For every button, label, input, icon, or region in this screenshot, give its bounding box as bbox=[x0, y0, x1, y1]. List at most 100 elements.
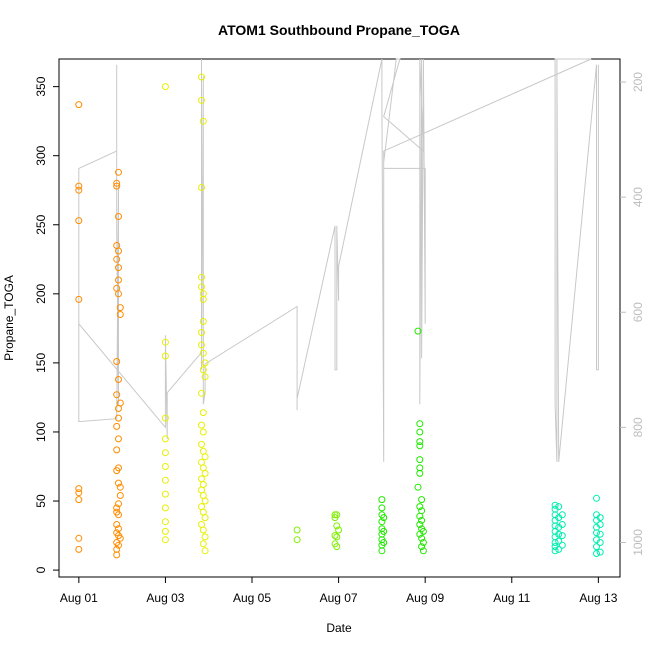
data-point bbox=[416, 456, 424, 464]
data-point bbox=[380, 539, 388, 546]
data-point bbox=[378, 518, 386, 526]
data-point bbox=[199, 117, 207, 125]
x-tick-label: Aug 05 bbox=[233, 591, 271, 605]
data-point bbox=[198, 341, 205, 349]
data-point bbox=[161, 463, 169, 470]
data-point bbox=[75, 489, 83, 497]
data-point bbox=[115, 479, 122, 487]
data-point bbox=[113, 504, 121, 512]
data-point bbox=[113, 551, 121, 559]
data-point bbox=[198, 73, 205, 81]
plot-area-frame bbox=[58, 58, 621, 578]
secondary-series-line bbox=[78, 58, 599, 462]
data-point bbox=[115, 376, 122, 383]
data-point bbox=[199, 526, 207, 534]
data-point bbox=[596, 514, 604, 522]
data-point bbox=[551, 547, 559, 555]
data-point bbox=[378, 504, 386, 512]
data-point bbox=[333, 533, 341, 541]
data-point bbox=[161, 414, 169, 422]
data-point bbox=[593, 494, 600, 502]
secondary-line-layer bbox=[78, 58, 599, 462]
data-point bbox=[115, 511, 122, 519]
data-point bbox=[199, 295, 207, 303]
data-point bbox=[75, 485, 83, 493]
data-point bbox=[293, 526, 301, 534]
data-point bbox=[198, 184, 205, 191]
data-point bbox=[551, 501, 559, 509]
data-point bbox=[558, 521, 566, 528]
data-point bbox=[115, 414, 122, 422]
data-point bbox=[198, 440, 205, 448]
data-point bbox=[199, 318, 207, 325]
data-point bbox=[75, 182, 83, 190]
data-point bbox=[75, 295, 83, 303]
data-point bbox=[199, 366, 207, 374]
data-point bbox=[113, 255, 121, 263]
data-point bbox=[418, 534, 426, 542]
y-tick-label: 0 bbox=[34, 566, 48, 573]
data-point bbox=[113, 467, 121, 475]
x-axis-label: Date bbox=[326, 621, 352, 635]
y-tick-label: 150 bbox=[34, 353, 48, 373]
y-tick-label: 100 bbox=[34, 422, 48, 442]
data-point bbox=[198, 329, 205, 336]
data-point bbox=[115, 290, 122, 298]
data-point bbox=[161, 435, 169, 443]
secondary-y-axis: 200 400 600 800 1000 bbox=[620, 72, 645, 556]
data-point bbox=[116, 311, 124, 318]
data-point bbox=[113, 358, 121, 365]
data-point bbox=[335, 526, 343, 534]
data-point bbox=[116, 534, 124, 542]
data-point bbox=[113, 422, 121, 430]
data-point bbox=[201, 533, 209, 541]
data-point bbox=[419, 539, 427, 546]
data-point bbox=[199, 349, 207, 357]
data-point bbox=[161, 449, 169, 457]
data-point bbox=[293, 536, 301, 544]
data-point bbox=[201, 547, 209, 555]
chart-title: ATOM1 Southbound Propane_TOGA bbox=[218, 22, 460, 38]
y2-tick-label: 800 bbox=[631, 417, 645, 437]
data-point bbox=[558, 541, 566, 549]
data-point bbox=[555, 530, 563, 538]
data-point bbox=[201, 469, 209, 477]
y2-tick-label: 400 bbox=[631, 187, 645, 207]
data-point bbox=[161, 527, 169, 535]
data-point bbox=[416, 521, 424, 528]
y2-tick-label: 600 bbox=[631, 302, 645, 322]
data-point bbox=[161, 518, 169, 526]
y-tick-label: 250 bbox=[34, 214, 48, 234]
data-point bbox=[416, 420, 424, 428]
data-point bbox=[201, 373, 209, 381]
y2-tick-label: 1000 bbox=[631, 529, 645, 556]
x-tick-label: Aug 01 bbox=[60, 591, 98, 605]
data-point bbox=[201, 359, 209, 367]
data-point bbox=[416, 442, 424, 450]
data-point bbox=[419, 547, 427, 555]
data-point bbox=[161, 490, 169, 498]
y2-tick-label: 200 bbox=[631, 72, 645, 92]
data-point bbox=[199, 540, 207, 548]
y-tick-label: 350 bbox=[34, 76, 48, 96]
data-point bbox=[115, 405, 122, 412]
data-point bbox=[416, 512, 424, 520]
data-point bbox=[75, 496, 83, 504]
data-point bbox=[116, 304, 124, 312]
y-tick-label: 300 bbox=[34, 145, 48, 165]
data-point bbox=[596, 539, 604, 546]
data-point bbox=[161, 476, 169, 484]
data-point bbox=[596, 548, 604, 556]
data-point bbox=[333, 543, 341, 551]
data-point bbox=[115, 500, 122, 508]
data-point bbox=[198, 421, 205, 429]
data-point bbox=[201, 497, 209, 505]
data-point bbox=[198, 273, 205, 281]
data-point bbox=[198, 389, 205, 397]
data-point bbox=[113, 391, 121, 399]
y-tick-label: 200 bbox=[34, 283, 48, 303]
data-point bbox=[115, 276, 122, 284]
data-point bbox=[161, 338, 169, 346]
data-point bbox=[161, 536, 169, 544]
data-point bbox=[555, 545, 563, 553]
